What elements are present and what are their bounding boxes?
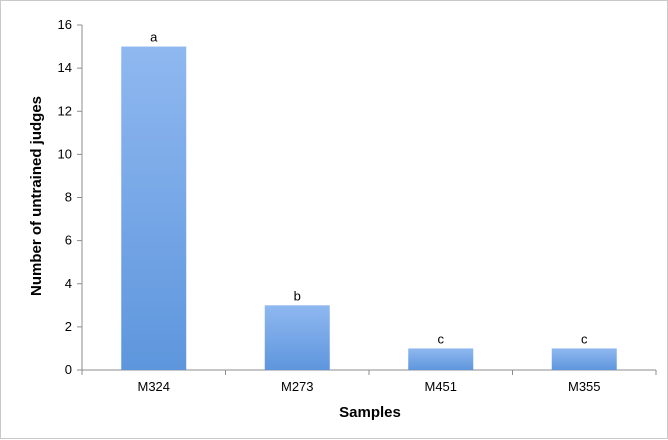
data-label: b (294, 288, 301, 303)
y-tick-label: 10 (58, 146, 72, 161)
y-tick-label: 0 (65, 362, 72, 377)
y-axis-title: Number of untrained judges (28, 96, 45, 296)
y-tick-label: 6 (65, 233, 72, 248)
data-label: a (150, 30, 158, 45)
data-label: c (581, 331, 588, 346)
data-label: c (438, 331, 445, 346)
x-tick-label: M273 (281, 379, 314, 394)
y-tick-label: 4 (65, 276, 72, 291)
bar (121, 46, 187, 370)
y-tick-label: 16 (58, 17, 72, 32)
y-tick-label: 14 (58, 60, 72, 75)
y-tick-label: 2 (65, 319, 72, 334)
y-tick-label: 12 (58, 103, 72, 118)
x-axis-title: Samples (339, 404, 401, 421)
x-tick-label: M451 (424, 379, 457, 394)
bar (551, 348, 617, 370)
bar (264, 305, 330, 370)
bar (408, 348, 474, 370)
x-tick-label: M355 (568, 379, 601, 394)
x-tick-label: M324 (137, 379, 170, 394)
y-tick-label: 8 (65, 190, 72, 205)
